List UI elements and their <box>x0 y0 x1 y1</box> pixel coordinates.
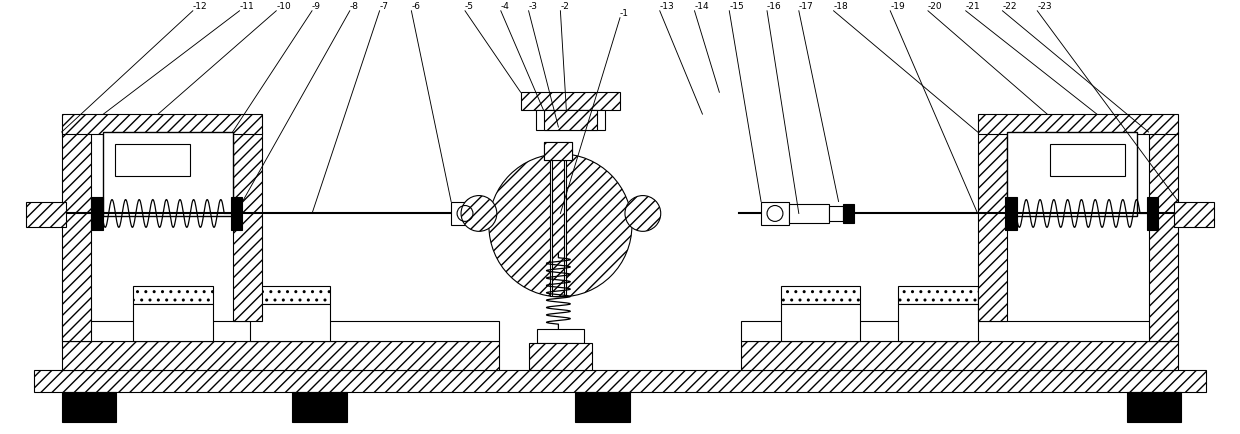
Text: -23: -23 <box>1037 2 1052 11</box>
Bar <box>842 204 854 224</box>
Bar <box>544 142 573 160</box>
Text: -2: -2 <box>560 2 569 11</box>
Bar <box>250 286 330 304</box>
Text: -4: -4 <box>501 2 510 11</box>
Bar <box>977 114 1178 134</box>
Bar <box>977 132 1007 321</box>
Bar <box>62 132 92 341</box>
Ellipse shape <box>461 196 497 231</box>
Text: -17: -17 <box>799 2 813 11</box>
Text: -19: -19 <box>890 2 905 11</box>
Bar <box>898 304 977 341</box>
Bar <box>551 148 567 296</box>
Bar <box>1006 197 1017 230</box>
Text: -8: -8 <box>350 2 358 11</box>
Bar <box>543 110 598 130</box>
Bar <box>103 132 233 217</box>
Bar <box>133 304 213 341</box>
Bar <box>1174 201 1214 227</box>
Bar <box>62 341 498 370</box>
Bar <box>1147 197 1158 230</box>
Bar <box>521 92 620 110</box>
Bar <box>250 304 330 341</box>
Bar <box>33 370 1207 392</box>
Text: -12: -12 <box>192 2 207 11</box>
Bar <box>1127 392 1182 422</box>
Text: -13: -13 <box>660 2 675 11</box>
Bar <box>789 204 828 224</box>
Text: -1: -1 <box>620 9 629 18</box>
Text: -5: -5 <box>465 2 474 11</box>
Bar <box>537 329 584 342</box>
Text: -6: -6 <box>412 2 420 11</box>
Text: -14: -14 <box>694 2 709 11</box>
Bar <box>451 201 479 225</box>
Bar <box>293 392 347 422</box>
Text: -22: -22 <box>1002 2 1017 11</box>
Bar <box>92 197 103 230</box>
Text: -18: -18 <box>833 2 848 11</box>
Bar <box>898 286 977 304</box>
Bar <box>536 110 605 130</box>
Text: -20: -20 <box>928 2 942 11</box>
Bar <box>828 206 842 221</box>
Text: -9: -9 <box>312 2 321 11</box>
Bar <box>575 392 630 422</box>
Bar <box>528 342 593 370</box>
Bar <box>231 197 243 230</box>
Bar <box>1148 132 1178 341</box>
Bar <box>62 321 498 341</box>
Text: -16: -16 <box>768 2 781 11</box>
Bar <box>761 201 789 225</box>
Bar <box>742 341 1178 370</box>
Bar <box>781 286 861 304</box>
Text: -11: -11 <box>239 2 254 11</box>
Text: -10: -10 <box>277 2 291 11</box>
Text: -7: -7 <box>379 2 388 11</box>
Bar <box>553 148 564 296</box>
Bar <box>1050 144 1125 176</box>
Bar <box>781 304 861 341</box>
Ellipse shape <box>625 196 661 231</box>
Bar <box>115 144 190 176</box>
Text: -3: -3 <box>528 2 538 11</box>
Bar <box>26 201 66 227</box>
Bar <box>742 321 1178 341</box>
Bar <box>133 286 213 304</box>
Bar <box>1007 132 1137 217</box>
Bar <box>62 392 117 422</box>
Ellipse shape <box>489 154 632 297</box>
Text: -15: -15 <box>729 2 744 11</box>
Text: -21: -21 <box>966 2 981 11</box>
Bar <box>62 114 263 134</box>
Bar <box>544 142 573 160</box>
Bar <box>233 132 263 321</box>
